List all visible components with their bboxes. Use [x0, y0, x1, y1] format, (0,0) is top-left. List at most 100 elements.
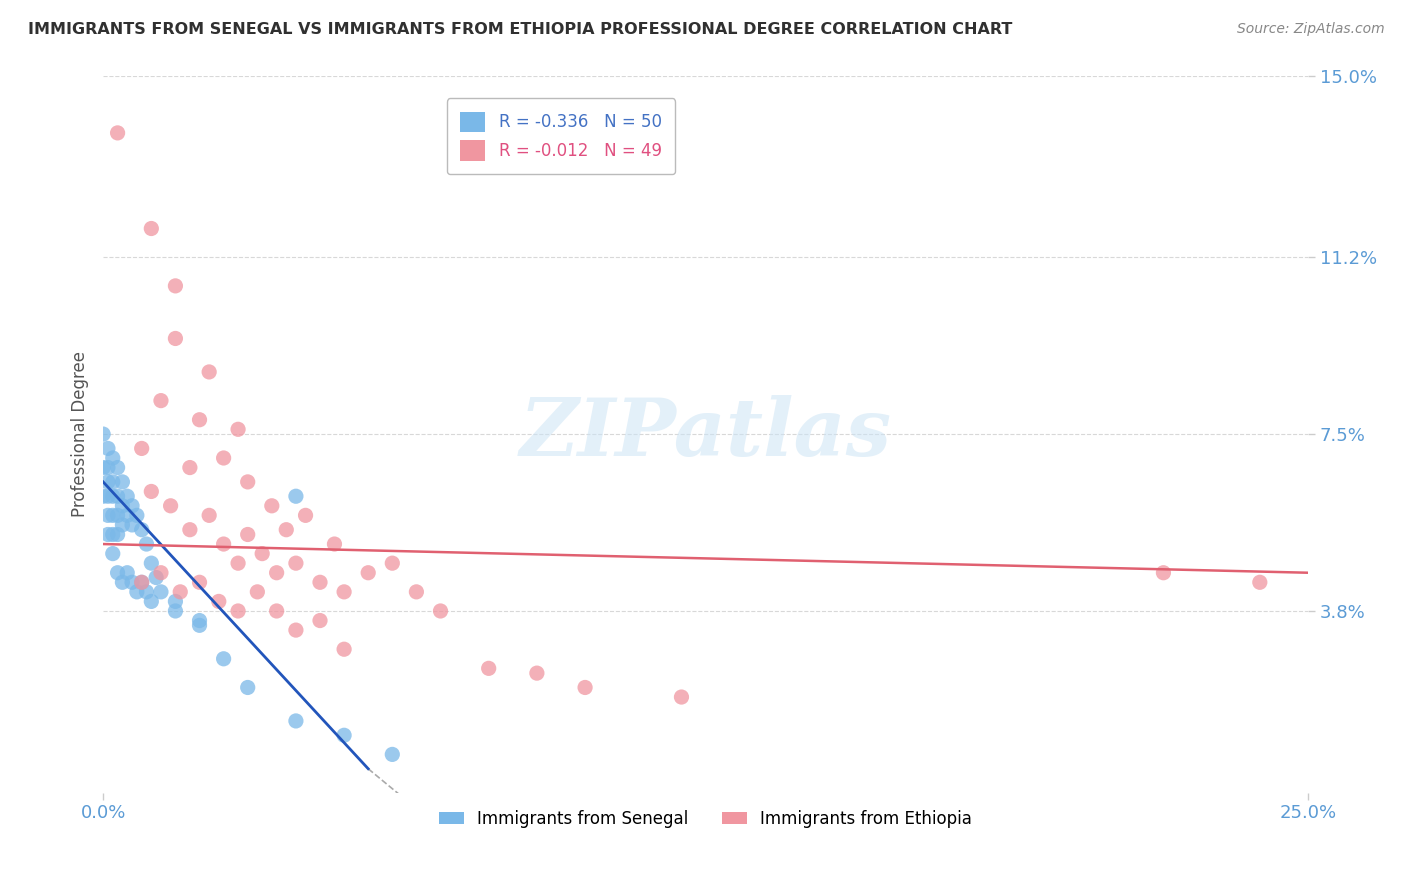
Point	[141, 221, 163, 235]
Point	[101, 475, 124, 489]
Point	[266, 566, 288, 580]
Point	[97, 508, 120, 523]
Point	[131, 575, 153, 590]
Point	[284, 623, 307, 637]
Point	[131, 442, 153, 456]
Point	[121, 575, 143, 590]
Point	[165, 594, 187, 608]
Point	[107, 566, 129, 580]
Point	[226, 422, 249, 436]
Point	[246, 585, 269, 599]
Point	[429, 604, 451, 618]
Point	[121, 517, 143, 532]
Point	[101, 508, 124, 523]
Text: IMMIGRANTS FROM SENEGAL VS IMMIGRANTS FROM ETHIOPIA PROFESSIONAL DEGREE CORRELAT: IMMIGRANTS FROM SENEGAL VS IMMIGRANTS FR…	[28, 22, 1012, 37]
Point	[405, 585, 427, 599]
Point	[188, 618, 211, 632]
Point	[107, 527, 129, 541]
Point	[101, 547, 124, 561]
Point	[381, 556, 404, 570]
Point	[333, 642, 356, 657]
Point	[159, 499, 181, 513]
Point	[226, 604, 249, 618]
Point	[111, 499, 134, 513]
Point	[97, 442, 120, 456]
Point	[121, 499, 143, 513]
Point	[111, 475, 134, 489]
Point	[91, 489, 114, 503]
Point	[165, 331, 187, 345]
Point	[198, 508, 221, 523]
Point	[357, 566, 380, 580]
Point	[478, 661, 501, 675]
Point	[188, 614, 211, 628]
Y-axis label: Professional Degree: Professional Degree	[72, 351, 89, 517]
Point	[111, 575, 134, 590]
Point	[188, 575, 211, 590]
Point	[226, 556, 249, 570]
Text: Source: ZipAtlas.com: Source: ZipAtlas.com	[1237, 22, 1385, 37]
Point	[91, 427, 114, 442]
Text: ZIPatlas: ZIPatlas	[519, 395, 891, 473]
Point	[125, 508, 148, 523]
Point	[574, 681, 596, 695]
Point	[179, 460, 201, 475]
Point	[111, 517, 134, 532]
Point	[165, 278, 187, 293]
Point	[125, 585, 148, 599]
Point	[284, 714, 307, 728]
Point	[212, 652, 235, 666]
Point	[149, 585, 172, 599]
Point	[294, 508, 316, 523]
Point	[284, 556, 307, 570]
Point	[115, 566, 138, 580]
Point	[198, 365, 221, 379]
Point	[131, 523, 153, 537]
Point	[169, 585, 191, 599]
Point	[333, 728, 356, 742]
Point	[671, 690, 693, 704]
Point	[141, 484, 163, 499]
Point	[236, 681, 259, 695]
Point	[309, 575, 332, 590]
Point	[179, 523, 201, 537]
Point	[260, 499, 283, 513]
Point	[208, 594, 231, 608]
Point	[97, 460, 120, 475]
Point	[97, 475, 120, 489]
Point	[135, 537, 157, 551]
Point	[115, 508, 138, 523]
Point	[141, 594, 163, 608]
Point	[276, 523, 298, 537]
Point	[323, 537, 346, 551]
Point	[107, 508, 129, 523]
Point	[236, 475, 259, 489]
Point	[526, 666, 548, 681]
Point	[165, 604, 187, 618]
Legend: Immigrants from Senegal, Immigrants from Ethiopia: Immigrants from Senegal, Immigrants from…	[432, 803, 979, 835]
Point	[107, 126, 129, 140]
Point	[141, 556, 163, 570]
Point	[333, 585, 356, 599]
Point	[149, 393, 172, 408]
Point	[188, 413, 211, 427]
Point	[135, 585, 157, 599]
Point	[97, 489, 120, 503]
Point	[1249, 575, 1271, 590]
Point	[1152, 566, 1174, 580]
Point	[145, 570, 167, 584]
Point	[115, 489, 138, 503]
Point	[250, 547, 273, 561]
Point	[236, 527, 259, 541]
Point	[309, 614, 332, 628]
Point	[97, 527, 120, 541]
Point	[91, 460, 114, 475]
Point	[149, 566, 172, 580]
Point	[212, 537, 235, 551]
Point	[101, 450, 124, 465]
Point	[284, 489, 307, 503]
Point	[107, 489, 129, 503]
Point	[212, 450, 235, 465]
Point	[381, 747, 404, 762]
Point	[131, 575, 153, 590]
